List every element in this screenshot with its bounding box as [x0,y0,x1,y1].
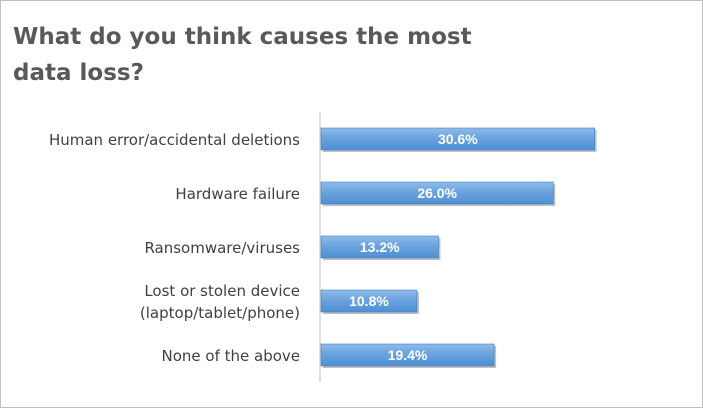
data-label: 19.4% [388,347,428,363]
bar [320,343,495,367]
data-label: 26.0% [417,185,457,201]
data-label: 30.6% [438,131,478,147]
category-label: Lost or stolen device (laptop/tablet/phon… [140,282,300,322]
bar [320,289,418,313]
bar [320,235,439,259]
bar [320,127,595,151]
data-label: 10.8% [349,293,389,309]
chart-title: What do you think causes the most data l… [13,24,472,86]
bars [320,127,595,367]
category-label: Ransomware/viruses [144,239,300,257]
data-label: 13.2% [360,239,400,255]
bar [320,181,554,205]
category-label: Hardware failure [175,185,300,203]
category-label: None of the above [161,347,300,365]
category-label: Human error/accidental deletions [49,131,300,149]
data-labels: 30.6% 26.0% 13.2% 10.8% 19.4% [349,131,478,363]
category-labels: Human error/accidental deletions Hardware… [49,131,300,365]
